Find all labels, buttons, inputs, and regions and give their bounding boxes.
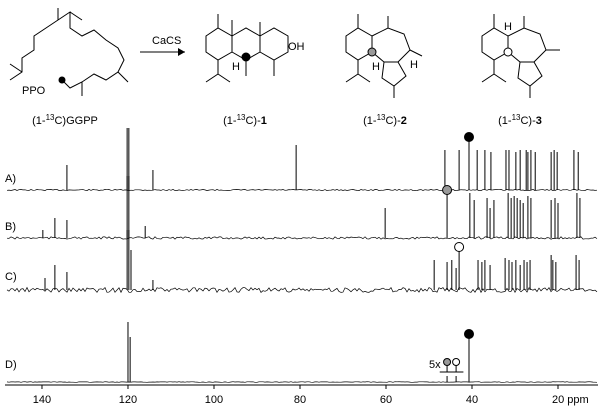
arrowhead [178,48,185,56]
isotope: 13 [512,113,521,122]
label-carbon [241,52,251,62]
scheme: PPO CaCS OH H H H H [9,8,560,98]
x-tick-label: 140 [33,394,51,406]
carbon-marker [454,242,465,252]
compound-number: 1 [261,115,267,127]
reagent: CaCS [152,35,181,47]
panel-label: D) [5,359,17,371]
label-prefix: (1- [363,115,377,127]
x-tick-label: 60 [380,394,392,406]
label-suffix: C)- [520,115,536,127]
compound-label: (1-13C)-3 [498,113,542,127]
hydrogen: H [232,61,240,73]
inset-label: 5x [429,359,441,371]
label-suffix: C)- [245,115,261,127]
compound-2-structure [345,14,423,98]
x-tick-label: 120 [119,394,137,406]
carbon-marker [463,329,474,339]
label-carbon [503,47,513,57]
compound-number: 3 [536,115,542,127]
compound-number: 2 [401,115,407,127]
label-prefix: (1- [223,115,237,127]
baseline-noise [6,236,598,240]
panel-label: A) [5,173,16,185]
x-tick-label: 80 [294,394,306,406]
carbon-marker [463,132,474,142]
label-prefix: (1- [498,115,512,127]
compound-3-structure [481,14,560,98]
panel-label: B) [5,221,16,233]
compound-label: (1-13C)GGPP [32,113,98,127]
isotope: 13 [237,113,246,122]
isotope: 13 [46,113,55,122]
x-tick-label: 40 [466,394,478,406]
panel-label: C) [5,271,17,283]
hydroxyl: OH [288,41,305,53]
baseline-noise [6,381,598,383]
compound-1-structure [205,14,289,83]
carbon-marker [452,358,461,366]
ggpp-structure [9,8,129,96]
x-tick-label: 100 [205,394,223,406]
hydrogen: H [410,59,418,71]
label-prefix: (1- [32,115,46,127]
isotope: 13 [377,113,386,122]
x-tick-label: 20 ppm [552,394,589,406]
label-suffix: C)GGPP [54,115,97,127]
carbon-marker [442,185,453,195]
baseline-noise [6,188,598,191]
baseline-noise [6,286,598,294]
hydrogen: H [504,21,512,33]
label-carbon [58,76,66,84]
label-suffix: C)- [385,115,401,127]
hydrogen: H [372,61,380,73]
carbon-marker [443,358,452,366]
compound-label: (1-13C)-2 [363,113,407,127]
compound-label: (1-13C)-1 [223,113,267,127]
leaving-group: PPO [22,85,46,97]
label-carbon [367,47,377,57]
